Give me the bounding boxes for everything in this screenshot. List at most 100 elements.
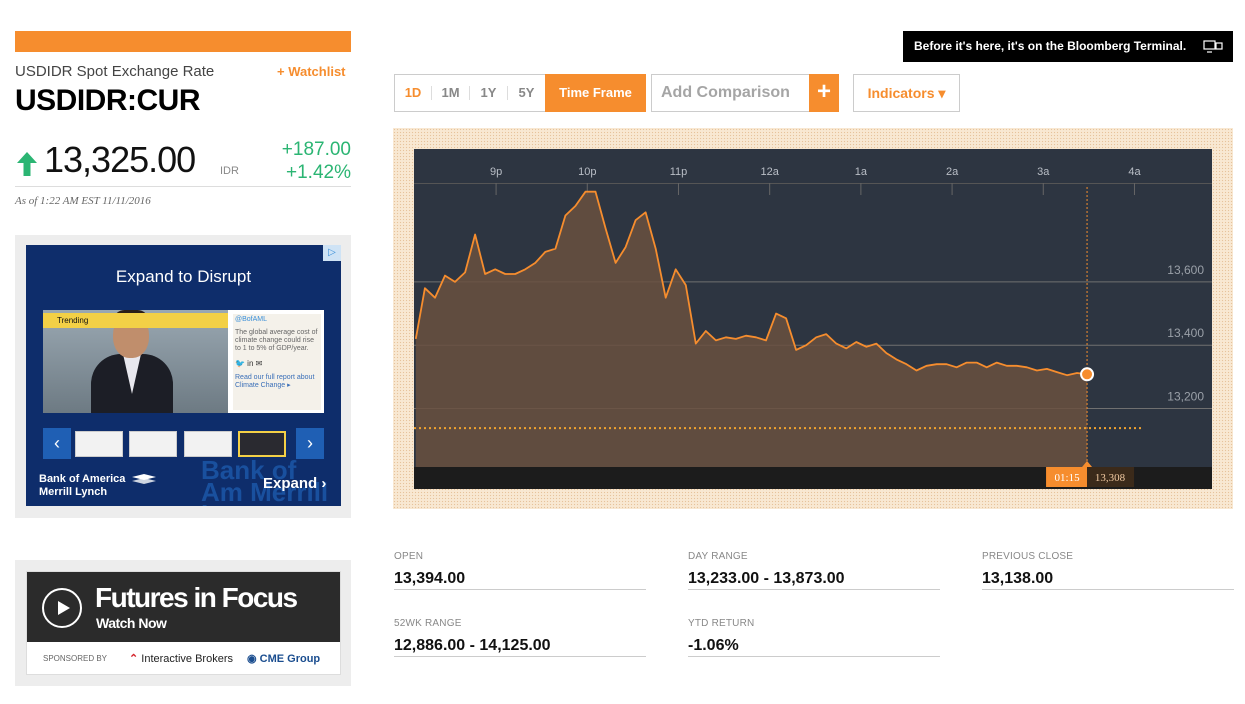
brand-bar [15, 31, 351, 52]
ticker-symbol: USDIDR:CUR [15, 84, 201, 117]
range-1m-button[interactable]: 1M [441, 85, 460, 100]
bofa-flag-icon [132, 474, 156, 484]
ib-logo-icon: ⌃ [129, 653, 139, 665]
crosshair-value-box [1087, 467, 1135, 487]
ad-person-image: Trending [43, 310, 228, 413]
range-divider [469, 86, 470, 100]
add-comparison-button[interactable]: + [809, 74, 839, 112]
change-percent: +1.42% [286, 162, 351, 183]
stat-day-range-value: 13,233.00 - 13,873.00 [688, 570, 845, 587]
sponsor2-name: CME Group [259, 653, 321, 665]
x-tick-label: 2a [946, 166, 959, 178]
chart-container: 9p 10p 11p 12a 1a 2a 3a 4a 13,200 13,400 13,600 01:… [393, 128, 1233, 509]
stat-previous-close-label: PREVIOUS CLOSE [982, 551, 1074, 562]
sponsor1-name: Interactive Brokers [141, 653, 233, 665]
stat-ytd-return-value: -1.06% [688, 637, 739, 654]
ad-brand-logo: Bank of America Merrill Lynch [39, 473, 125, 499]
change-absolute: +187.00 [281, 139, 351, 160]
crosshair-time-label: 01:15 [1055, 472, 1081, 484]
stat-day-range: DAY RANGE 13,233.00 - 13,873.00 [688, 551, 940, 590]
price-chart[interactable]: 9p 10p 11p 12a 1a 2a 3a 4a 13,200 13,400 13,600 01:… [414, 149, 1212, 489]
x-tick-label: 12a [761, 166, 780, 178]
carousel-thumb-active[interactable] [238, 431, 286, 457]
carousel-next-button[interactable]: › [296, 428, 324, 460]
terminal-banner[interactable]: Before it's here, it's on the Bloomberg … [903, 31, 1233, 62]
stat-previous-close: PREVIOUS CLOSE 13,138.00 [982, 551, 1234, 590]
ad-content-panel[interactable]: Trending @BofAML The global average cost… [43, 310, 324, 413]
stat-open: OPEN 13,394.00 [394, 551, 646, 590]
x-tick-label: 4a [1128, 166, 1141, 178]
crosshair-pointer [1082, 461, 1093, 467]
range-selector: 1D 1M 1Y 5Y Time Frame [394, 74, 646, 112]
stat-ytd-return: YTD RETURN -1.06% [688, 618, 940, 657]
ad-tweet-text: The global average cost of climate chang… [235, 329, 318, 352]
bottom-axis-strip [414, 467, 1212, 489]
ad-futures-hero[interactable]: Futures in Focus Watch Now [27, 572, 340, 642]
stat-ytd-return-label: YTD RETURN [688, 618, 755, 629]
range-5y-button[interactable]: 5Y [518, 85, 535, 100]
ad-futures[interactable]: Futures in Focus Watch Now SPONSORED BY … [15, 560, 351, 686]
as-of-timestamp: As of 1:22 AM EST 11/11/2016 [15, 186, 351, 207]
sponsor-interactive-brokers: ⌃ Interactive Brokers [129, 652, 233, 665]
ad-brand-line2: Merrill Lynch [39, 486, 108, 498]
y-tick-label: 13,400 [1167, 326, 1204, 340]
terminal-monitor-icon [1203, 40, 1223, 53]
ad-bofa-creative[interactable]: ▷ Expand to Disrupt Trending @BofAML The… [26, 245, 341, 506]
carousel-thumb[interactable] [75, 431, 123, 457]
ad-footer[interactable]: Bank of Am Merrill Lyn Bank of America M… [26, 455, 341, 506]
up-arrow-icon [17, 152, 37, 176]
ad-watch-now-link[interactable]: Watch Now [96, 615, 167, 631]
range-1d-button[interactable]: 1D [404, 85, 422, 100]
ad-futures-title: Futures in Focus [95, 582, 298, 613]
range-divider [507, 86, 508, 100]
stat-open-value: 13,394.00 [394, 570, 466, 587]
carousel-thumb[interactable] [184, 431, 232, 457]
quote-name: USDIDR Spot Exchange Rate [15, 63, 215, 80]
price-area [415, 191, 1088, 467]
adchoices-icon[interactable]: ▷ [323, 245, 341, 261]
play-icon[interactable] [42, 588, 82, 628]
last-price-marker[interactable] [1080, 367, 1095, 382]
x-tick-label: 3a [1037, 166, 1050, 178]
stat-52wk-range: 52WK RANGE 12,886.00 - 14,125.00 [394, 618, 646, 657]
indicators-dropdown[interactable]: Indicators ▾ [853, 74, 960, 112]
currency-label: IDR [220, 165, 239, 177]
x-tick-label: 9p [490, 166, 502, 178]
ad-expand-button[interactable]: Expand › [263, 475, 327, 492]
y-tick-label: 13,600 [1167, 263, 1204, 277]
ad-carousel[interactable]: ‹ › [43, 428, 324, 460]
crosshair-time-box [1046, 467, 1088, 487]
ad-bofa[interactable]: ▷ Expand to Disrupt Trending @BofAML The… [15, 235, 351, 518]
time-frame-button[interactable]: Time Frame [545, 74, 646, 112]
add-comparison-input[interactable] [651, 74, 810, 112]
x-tick-label: 10p [578, 166, 596, 178]
ad-trending-label: Trending [43, 313, 228, 328]
stat-52wk-range-value: 12,886.00 - 14,125.00 [394, 637, 551, 654]
ad-readmore-link[interactable]: Read our full report about Climate Chang… [235, 374, 315, 389]
stat-day-range-label: DAY RANGE [688, 551, 748, 562]
price-value: 13,325.00 [44, 139, 196, 180]
x-tick-label: 1a [855, 166, 868, 178]
carousel-thumb[interactable] [129, 431, 177, 457]
stat-open-label: OPEN [394, 551, 424, 562]
x-tick-label: 11p [670, 166, 688, 178]
terminal-banner-text: Before it's here, it's on the Bloomberg … [914, 39, 1187, 53]
watchlist-button[interactable]: + Watchlist [277, 64, 346, 79]
stat-previous-close-value: 13,138.00 [982, 570, 1054, 587]
range-1y-button[interactable]: 1Y [480, 85, 497, 100]
range-divider [431, 86, 432, 100]
ad-social-icons[interactable]: 🐦 in ✉ [235, 359, 263, 368]
ad-headline: Expand to Disrupt [115, 267, 252, 286]
y-tick-label: 13,200 [1167, 389, 1204, 403]
ad-brand-watermark: Bank of Am Merrill Lyn [201, 455, 329, 506]
price-line [414, 190, 1088, 377]
ad-tweet-card[interactable]: @BofAML The global average cost of clima… [233, 314, 321, 410]
sponsor-cme-group: ◉ CME Group [247, 653, 321, 665]
ad-tweet-handle: @BofAML [235, 316, 268, 323]
stat-52wk-range-label: 52WK RANGE [394, 618, 462, 629]
ad-brand-line1: Bank of America [39, 473, 126, 485]
crosshair-value-label: 13,308 [1095, 472, 1126, 484]
ad-futures-creative[interactable]: Futures in Focus Watch Now SPONSORED BY … [26, 571, 341, 675]
ad-sponsored-label: SPONSORED BY [43, 654, 108, 663]
carousel-prev-button[interactable]: ‹ [43, 428, 71, 460]
